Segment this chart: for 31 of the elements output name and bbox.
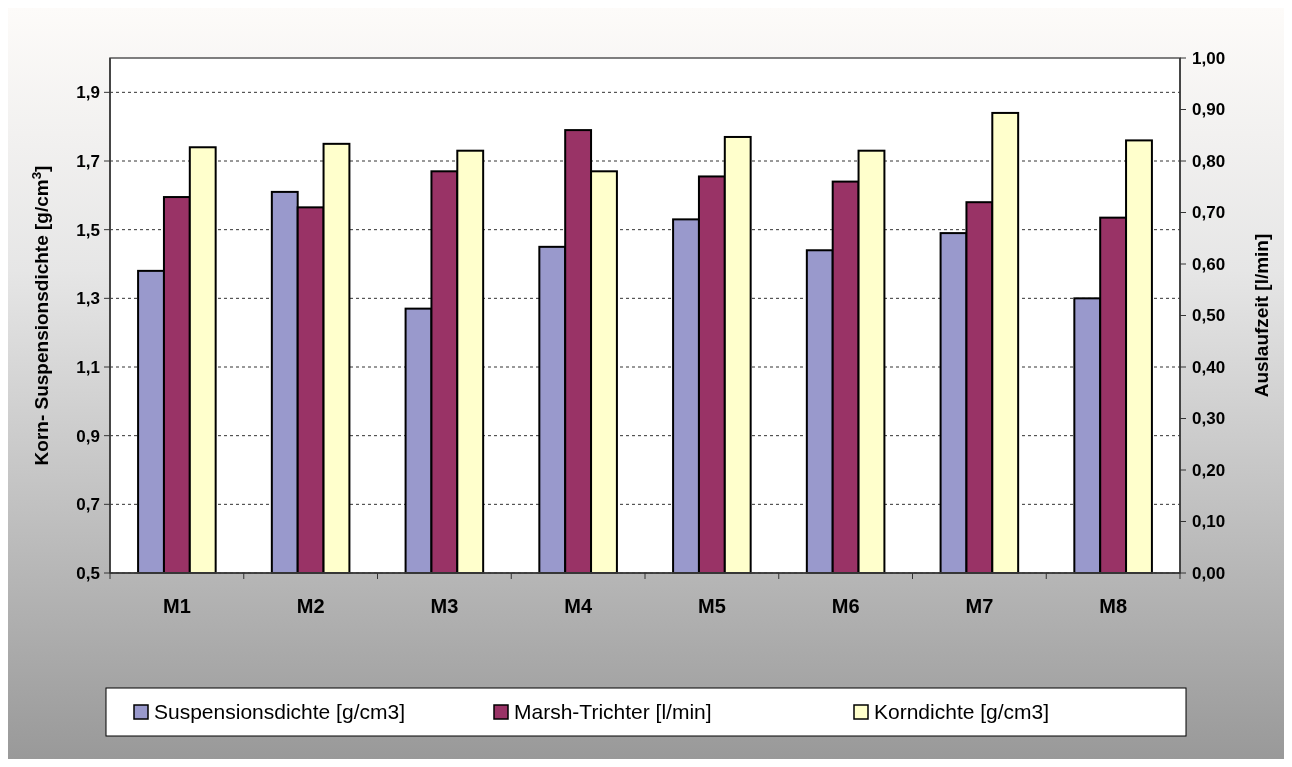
x-tick-label: M5	[697, 595, 726, 617]
y-tick-label: 1,9	[76, 83, 100, 103]
y2-tick-label: 0,80	[1192, 151, 1226, 171]
y-tick-label: 1,7	[76, 151, 100, 171]
y2-tick-label: 0,20	[1192, 460, 1226, 480]
y2-tick-label: 0,90	[1192, 100, 1226, 120]
y2-tick-label: 0,70	[1192, 203, 1226, 223]
y2-tick-label: 0,50	[1192, 306, 1226, 326]
y-tick-label: 0,5	[76, 563, 100, 583]
y-tick-label: 0,7	[76, 495, 100, 515]
x-tick-label: M1	[162, 595, 191, 617]
y2-tick-label: 0,60	[1192, 254, 1226, 274]
x-tick-label: M4	[564, 595, 593, 617]
y-tick-label: 0,9	[76, 426, 100, 446]
legend-label: Suspensionsdichte [g/cm3]	[154, 700, 405, 724]
y2-tick-label: 0,00	[1192, 563, 1226, 583]
y-tick-label: 1,1	[76, 357, 100, 377]
y2-tick-label: 1,00	[1192, 48, 1226, 68]
y2-axis-title: Auslaufzeit [l/min]	[1251, 233, 1272, 398]
x-tick-label: M6	[831, 595, 860, 617]
x-tick-label: M8	[1099, 595, 1128, 617]
y2-tick-label: 0,40	[1192, 357, 1226, 377]
y-tick-label: 1,3	[76, 289, 100, 309]
x-tick-label: M2	[296, 595, 325, 617]
legend-label: Korndichte [g/cm3]	[874, 700, 1050, 724]
y2-tick-label: 0,10	[1192, 512, 1226, 532]
x-tick-label: M7	[965, 595, 994, 617]
x-tick-label: M3	[430, 595, 459, 617]
y2-tick-label: 0,30	[1192, 409, 1226, 429]
y-tick-label: 1,5	[76, 220, 100, 240]
legend-label: Marsh-Trichter [l/min]	[514, 700, 712, 724]
